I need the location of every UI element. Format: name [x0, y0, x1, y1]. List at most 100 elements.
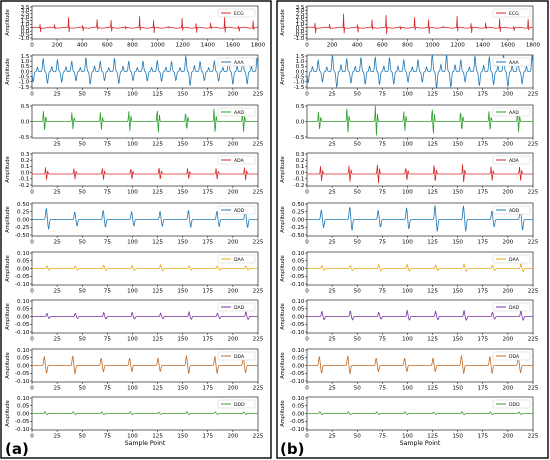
- subplot-aaa-b: 0 25 50 75 100 125 150 175 200 225 1.51.00.50.0-0.…: [280, 54, 539, 98]
- x-tick-label: 225: [253, 240, 264, 246]
- x-tick-label: 150: [177, 386, 188, 392]
- y-tick-label: -0.5: [19, 32, 30, 38]
- x-tick-label: 0: [30, 240, 34, 246]
- y-axis-label: Amplitude: [280, 206, 286, 233]
- x-tick-label: 200: [503, 92, 514, 98]
- x-tick-label: 0: [305, 386, 309, 392]
- x-tick-label: 200: [228, 337, 239, 343]
- x-tick-label: 75: [104, 142, 112, 148]
- series-line: [307, 263, 533, 272]
- y-tick-label: 0.00: [17, 411, 30, 417]
- y-tick-label: 0.10: [292, 348, 305, 354]
- x-tick-label: 1800: [251, 43, 266, 49]
- legend-label: DAA: [234, 257, 245, 263]
- charts-layer: 0 200 400 600 800 1000 1200 1400 1600 18003.53.02…: [5, 5, 541, 447]
- y-tick-label: 0.5: [296, 104, 305, 110]
- y-tick-label: 1.5: [296, 19, 305, 25]
- x-tick-label: 200: [228, 386, 239, 392]
- x-tick-label: 50: [79, 337, 87, 343]
- x-tick-label: 150: [177, 142, 188, 148]
- y-tick-label: 0.10: [17, 299, 30, 305]
- series-line: [32, 108, 258, 133]
- x-tick-label: 125: [152, 434, 163, 440]
- y-tick-label: 0.00: [17, 314, 30, 320]
- x-tick-label: 1200: [176, 43, 191, 49]
- x-tick-label: 100: [402, 142, 413, 148]
- series-line: [307, 355, 533, 375]
- x-tick-label: 0: [305, 190, 309, 196]
- subplot-aaa-a: 0 25 50 75 100 125 150 175 200 225 1.51.00.50.0-0.…: [5, 54, 264, 98]
- x-tick-label: 200: [228, 434, 239, 440]
- x-tick-label: 25: [329, 337, 337, 343]
- y-axis-label: Amplitude: [280, 400, 286, 427]
- x-tick-label: 150: [452, 190, 463, 196]
- y-tick-label: -0.10: [290, 427, 305, 433]
- y-tick-label: 0.10: [17, 251, 30, 257]
- x-tick-label: 100: [402, 190, 413, 196]
- x-tick-label: 1400: [201, 43, 216, 49]
- x-tick-label: 50: [79, 434, 87, 440]
- y-tick-label: 1.5: [21, 54, 30, 60]
- subplot-daa-a: 0 25 50 75 100 125 150 175 200 225 0.10 0.050.00 -0.…: [5, 251, 264, 295]
- x-tick-label: 50: [354, 142, 362, 148]
- x-tick-label: 75: [379, 92, 387, 98]
- x-tick-label: 25: [329, 289, 337, 295]
- x-tick-label: 0: [30, 386, 34, 392]
- x-tick-label: 25: [54, 337, 62, 343]
- x-tick-label: 800: [127, 43, 138, 49]
- y-axis-label: Amplitude: [280, 58, 286, 85]
- panel-b-tag: (b): [280, 440, 304, 458]
- x-tick-label: 1800: [526, 43, 541, 49]
- y-tick-label: 0.5: [296, 64, 305, 70]
- subplot-ddd-a: 0 25 50 75 100 125 150 175 200 225 0.10 0.050.00 -0.…: [5, 396, 264, 447]
- x-tick-label: 125: [152, 92, 163, 98]
- series-line: [307, 164, 533, 184]
- x-tick-label: 0: [30, 434, 34, 440]
- x-tick-label: 100: [127, 240, 138, 246]
- y-tick-label: 0.1: [296, 164, 305, 170]
- y-tick-label: 0.0: [21, 69, 30, 75]
- y-tick-label: -0.10: [15, 282, 30, 288]
- x-tick-label: 50: [354, 240, 362, 246]
- y-tick-label: -0.05: [15, 371, 30, 377]
- x-tick-label: 50: [79, 240, 87, 246]
- y-tick-label: 0.2: [21, 158, 30, 164]
- x-tick-label: 0: [30, 43, 34, 49]
- y-tick-label: 0.1: [21, 164, 30, 170]
- x-tick-label: 25: [54, 289, 62, 295]
- x-tick-label: 175: [202, 434, 213, 440]
- x-tick-label: 50: [354, 190, 362, 196]
- x-tick-label: 1000: [425, 43, 440, 49]
- y-tick-label: 0.05: [17, 307, 30, 313]
- x-tick-label: 150: [452, 434, 463, 440]
- y-tick-label: -0.05: [15, 419, 30, 425]
- x-tick-label: 75: [104, 92, 112, 98]
- series-line: [307, 309, 533, 321]
- x-tick-label: 50: [79, 142, 87, 148]
- x-tick-label: 50: [79, 190, 87, 196]
- x-tick-label: 175: [477, 190, 488, 196]
- x-tick-label: 225: [253, 386, 264, 392]
- legend-box: [217, 57, 256, 67]
- x-tick-label: 225: [253, 142, 264, 148]
- x-axis-label: Sample Point: [400, 440, 441, 447]
- x-tick-label: 100: [127, 337, 138, 343]
- y-tick-label: -0.05: [290, 274, 305, 280]
- y-tick-label: 0.5: [21, 64, 30, 70]
- y-tick-label: 1.5: [21, 19, 30, 25]
- legend-label: ADD: [234, 208, 245, 214]
- y-tick-label: -1.0: [294, 36, 305, 42]
- x-tick-label: 125: [152, 240, 163, 246]
- y-axis-label: Amplitude: [280, 156, 286, 183]
- y-tick-label: 0.10: [292, 299, 305, 305]
- legend-box: [492, 205, 531, 215]
- legend-box: [492, 8, 531, 18]
- panel-a-tag: (a): [5, 440, 29, 458]
- subplot-dda-b: 0 25 50 75 100 125 150 175 200 225 0.10 0.050.00 -0.…: [280, 348, 539, 392]
- x-tick-label: 125: [427, 337, 438, 343]
- x-tick-label: 175: [202, 142, 213, 148]
- y-tick-label: -0.50: [290, 233, 305, 239]
- legend-box: [217, 302, 256, 312]
- y-tick-label: 0.05: [292, 259, 305, 265]
- x-tick-label: 150: [177, 240, 188, 246]
